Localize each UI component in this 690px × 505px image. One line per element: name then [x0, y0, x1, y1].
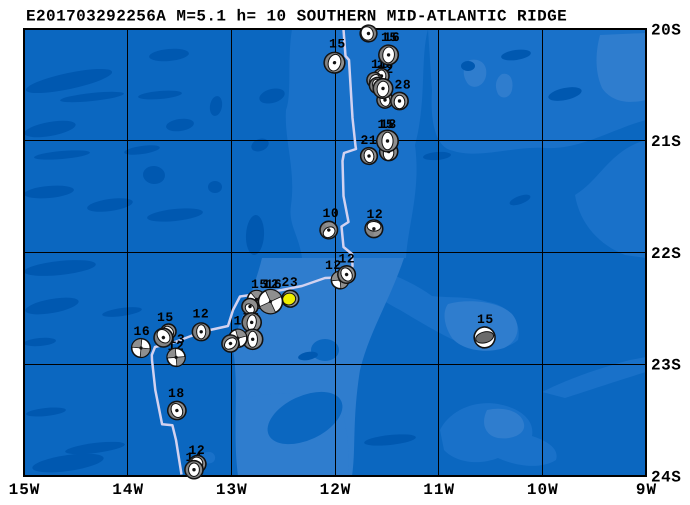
svg-text:E201703292256A M=5.1 h= 10 SOU: E201703292256A M=5.1 h= 10 SOUTHERN MID-…: [26, 8, 567, 26]
svg-text:20S: 20S: [651, 21, 681, 39]
svg-text:15: 15: [329, 37, 346, 52]
svg-text:12: 12: [263, 277, 280, 292]
svg-text:15: 15: [157, 310, 174, 325]
svg-text:21S: 21S: [651, 133, 681, 151]
svg-text:13W: 13W: [216, 481, 248, 499]
svg-text:10W: 10W: [527, 481, 559, 499]
svg-text:10: 10: [323, 206, 340, 221]
svg-text:12: 12: [325, 258, 342, 273]
svg-text:23: 23: [282, 275, 299, 290]
svg-text:16: 16: [384, 30, 401, 45]
svg-text:16: 16: [266, 277, 283, 292]
svg-text:14W: 14W: [112, 481, 144, 499]
svg-text:21: 21: [361, 133, 378, 148]
svg-text:22S: 22S: [651, 245, 681, 263]
svg-text:15W: 15W: [9, 481, 41, 499]
svg-text:11W: 11W: [423, 481, 455, 499]
svg-text:12: 12: [193, 307, 210, 322]
svg-text:12W: 12W: [320, 481, 352, 499]
svg-text:12: 12: [367, 207, 384, 222]
svg-text:24S: 24S: [651, 468, 681, 486]
svg-text:15: 15: [381, 30, 398, 45]
svg-text:15: 15: [477, 312, 494, 327]
svg-text:12: 12: [339, 252, 356, 267]
svg-text:28: 28: [395, 78, 412, 93]
svg-text:9W: 9W: [636, 481, 657, 499]
svg-text:15: 15: [378, 117, 395, 132]
svg-text:16: 16: [134, 324, 151, 339]
svg-text:18: 18: [380, 117, 397, 132]
svg-text:23S: 23S: [651, 357, 681, 375]
svg-text:18: 18: [168, 386, 185, 401]
svg-text:15: 15: [251, 277, 268, 292]
svg-text:12: 12: [189, 443, 206, 458]
